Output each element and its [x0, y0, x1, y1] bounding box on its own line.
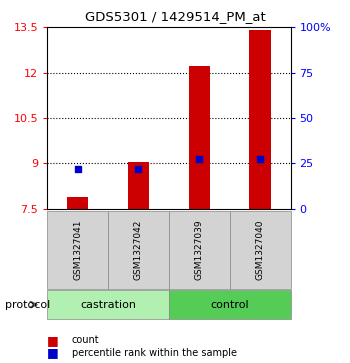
Text: GSM1327040: GSM1327040: [256, 219, 265, 280]
Text: GSM1327041: GSM1327041: [73, 219, 82, 280]
Text: count: count: [72, 335, 99, 346]
Text: castration: castration: [80, 299, 136, 310]
Bar: [47, 290, 169, 319]
Bar: [128, 162, 149, 209]
Bar: [108, 211, 169, 289]
Text: ■: ■: [47, 346, 59, 359]
Bar: [47, 211, 108, 289]
Bar: [189, 66, 210, 209]
Text: GSM1327039: GSM1327039: [195, 219, 204, 280]
Bar: [67, 197, 88, 209]
Bar: [230, 211, 290, 289]
Text: protocol: protocol: [5, 299, 50, 310]
Bar: [169, 211, 230, 289]
Text: ■: ■: [47, 334, 59, 347]
Text: control: control: [210, 299, 249, 310]
Text: GSM1327042: GSM1327042: [134, 219, 143, 280]
Bar: [250, 30, 271, 209]
Text: percentile rank within the sample: percentile rank within the sample: [72, 348, 237, 358]
Text: GDS5301 / 1429514_PM_at: GDS5301 / 1429514_PM_at: [85, 10, 265, 23]
Bar: [169, 290, 290, 319]
